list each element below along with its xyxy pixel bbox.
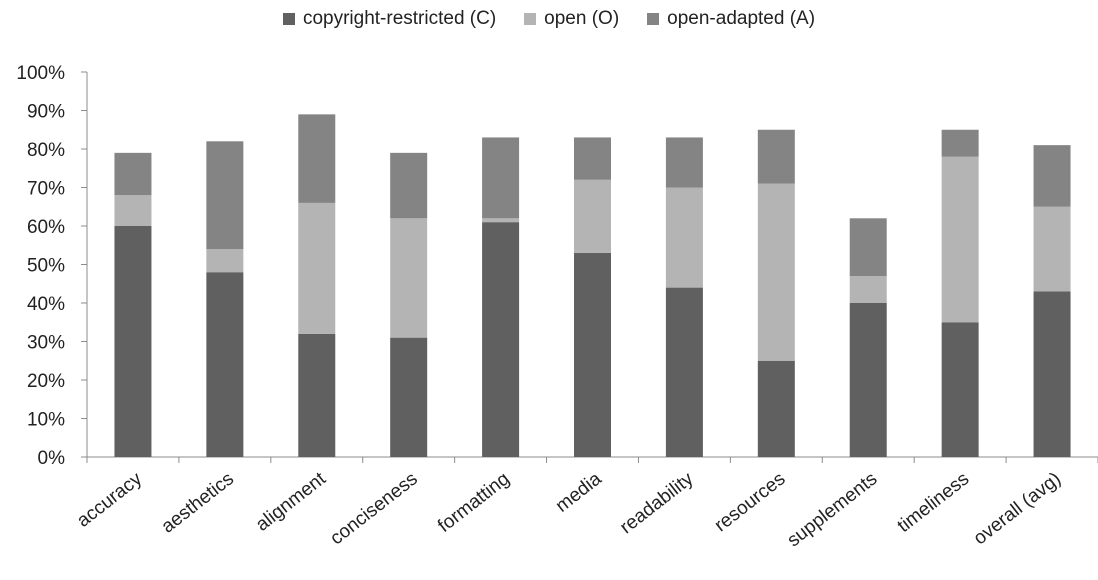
bar-segment — [114, 195, 152, 226]
bar-segment — [114, 226, 152, 457]
bar-segment — [941, 322, 979, 457]
y-tick-label: 30% — [27, 333, 65, 354]
bar-segment — [390, 337, 428, 457]
legend-label-open-adapted: open-adapted (A) — [667, 8, 816, 29]
x-tick-label: readability — [616, 468, 698, 538]
legend-item-copyright-restricted: copyright-restricted (C) — [282, 8, 497, 30]
y-tick-label: 60% — [27, 217, 65, 238]
bar-segment — [114, 152, 152, 196]
bar-segment — [757, 129, 795, 184]
bar-segment — [1033, 206, 1071, 292]
x-tick-label: timeliness — [894, 468, 974, 537]
bar-segment — [390, 152, 428, 219]
bar-segment — [1033, 145, 1071, 207]
y-tick-label: 70% — [27, 179, 65, 200]
bar-segment — [941, 156, 979, 323]
legend-swatch-open-adapted — [647, 13, 660, 25]
bar-segment — [849, 303, 887, 457]
y-tick-label: 50% — [27, 256, 65, 277]
bar-segment — [574, 252, 611, 457]
bar-segment — [206, 141, 244, 250]
x-tick-label: formatting — [434, 468, 514, 537]
y-tick-label: 90% — [27, 102, 65, 123]
bar-segment — [849, 218, 887, 277]
x-tick-label: alignment — [252, 468, 330, 536]
bar-segment — [206, 249, 244, 273]
legend: copyright-restricted (C) open (O) open-a… — [0, 8, 1098, 30]
x-tick-label: resources — [711, 468, 790, 536]
y-tick-label: 80% — [27, 140, 65, 161]
y-tick-label: 100% — [16, 63, 65, 84]
x-tick-label: media — [552, 468, 606, 517]
legend-label-copyright-restricted: copyright-restricted (C) — [302, 8, 497, 29]
legend-label-open: open (O) — [544, 8, 620, 29]
x-tick-label: accuracy — [73, 468, 146, 532]
legend-swatch-open — [524, 13, 537, 25]
x-tick-label: overall (avg) — [970, 468, 1065, 549]
bar-segment — [482, 137, 520, 219]
x-tick-label: supplements — [783, 468, 881, 551]
bar-segment — [482, 222, 520, 457]
bar-segment — [298, 114, 336, 203]
bar-segment — [298, 333, 336, 457]
bar-segment — [941, 129, 979, 157]
y-tick-label: 0% — [38, 448, 66, 469]
bar-segment — [665, 187, 703, 288]
bar-segment — [757, 360, 795, 457]
bar-segment — [1033, 291, 1071, 457]
bar-segment — [206, 272, 244, 457]
legend-item-open: open (O) — [524, 8, 619, 30]
bar-segment — [482, 218, 520, 223]
bar-segment — [665, 287, 703, 457]
bar-segment — [849, 276, 887, 303]
y-tick-label: 10% — [27, 410, 65, 431]
legend-swatch-copyright-restricted — [282, 13, 295, 25]
bar-segment — [298, 202, 336, 334]
y-tick-label: 20% — [27, 371, 65, 392]
x-tick-label: aesthetics — [158, 468, 238, 537]
y-tick-label: 40% — [27, 294, 65, 315]
x-tick-label: conciseness — [326, 468, 421, 549]
legend-item-open-adapted: open-adapted (A) — [647, 8, 815, 30]
bar-segment — [390, 218, 428, 338]
bar-segment — [574, 137, 611, 180]
bar-segment — [574, 179, 611, 253]
bar-segment — [665, 137, 703, 188]
bar-segment — [757, 183, 795, 361]
